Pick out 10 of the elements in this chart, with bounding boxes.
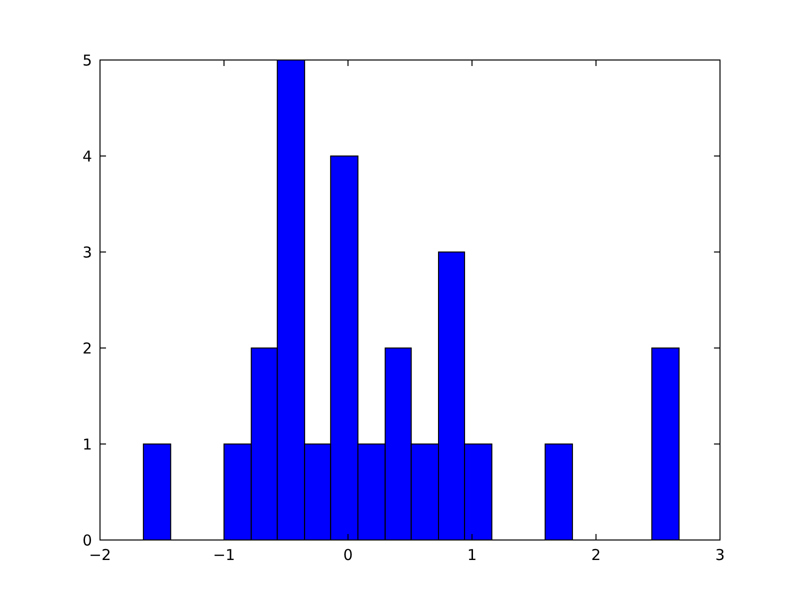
y-tick-label: 4: [82, 147, 92, 166]
x-tick-label: 2: [591, 546, 601, 564]
x-tick-label: −1: [212, 546, 236, 564]
x-tick-label: 0: [343, 546, 353, 564]
y-tick-label: 2: [82, 339, 92, 358]
y-tick-label: 3: [82, 243, 92, 262]
y-tick-label: 1: [82, 435, 92, 454]
x-tick-label: 1: [467, 546, 477, 564]
x-tick-label: 3: [715, 546, 725, 564]
y-tick-label: 5: [82, 51, 92, 70]
